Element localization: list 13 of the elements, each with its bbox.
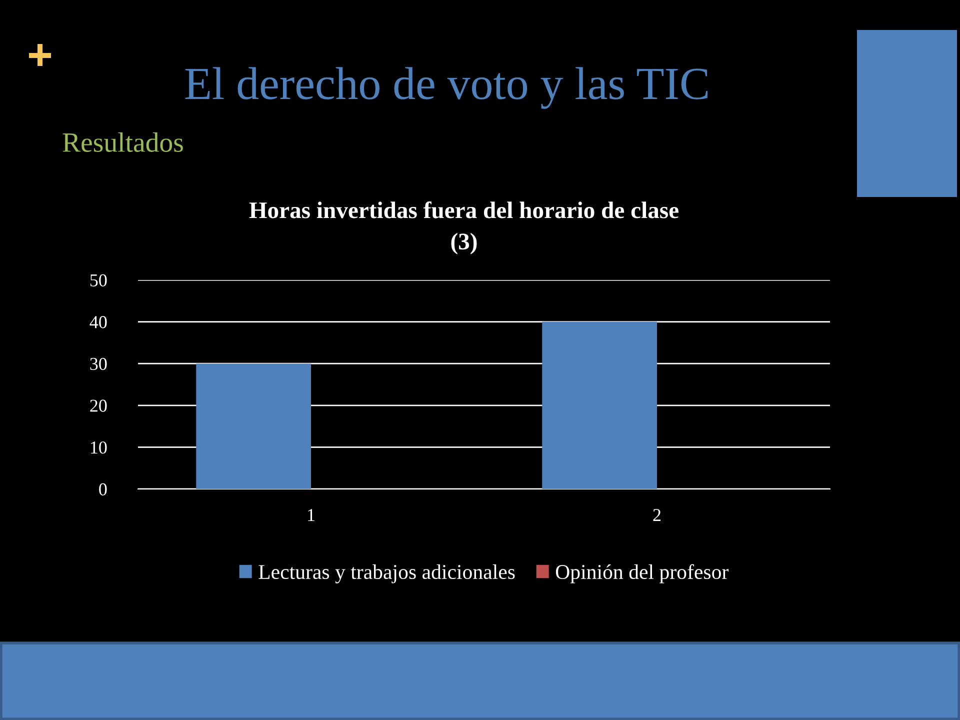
y-tick-label: 50 <box>90 274 107 286</box>
legend-label: Lecturas y trabajos adicionales <box>258 564 515 584</box>
y-tick-label: 20 <box>90 400 107 412</box>
y-tick-label: 30 <box>90 358 107 370</box>
y-tick-label: 0 <box>99 483 107 496</box>
y-tick-label: 40 <box>90 316 107 328</box>
chart-title: El derecho de voto y las TIC <box>185 67 708 109</box>
x-tick-label: 1 <box>308 509 314 521</box>
x-tick-label: 2 <box>653 509 661 521</box>
text: Horas invertidas fuera del horario de clase (3) <box>249 201 678 254</box>
chart-subtitle: Resultados <box>62 132 183 152</box>
y-tick-label: 10 <box>90 441 107 454</box>
legend-label: Opinión del profesor <box>556 564 728 584</box>
